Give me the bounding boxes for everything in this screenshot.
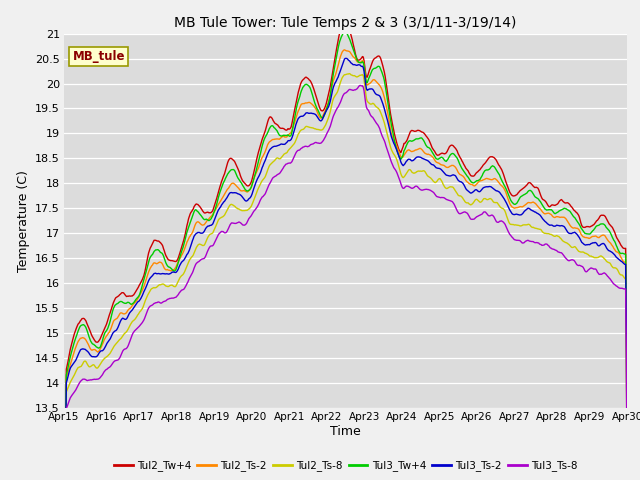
Line: Tul3_Ts-2: Tul3_Ts-2 <box>64 59 627 480</box>
Tul3_Tw+4 <box>340 29 348 35</box>
Tul2_Ts-8 <box>128 319 136 324</box>
Line: Tul3_Tw+4: Tul3_Tw+4 <box>64 32 627 480</box>
Tul3_Tw+4 <box>431 155 439 160</box>
Tul3_Ts-2 <box>415 154 422 160</box>
Tul3_Ts-8 <box>186 276 193 281</box>
Title: MB Tule Tower: Tule Temps 2 & 3 (3/1/11-3/19/14): MB Tule Tower: Tule Temps 2 & 3 (3/1/11-… <box>175 16 516 30</box>
Line: Tul3_Ts-8: Tul3_Ts-8 <box>64 85 627 480</box>
Tul2_Ts-2 <box>415 146 422 152</box>
Tul2_Ts-8 <box>215 216 223 222</box>
Tul2_Ts-2 <box>128 303 136 309</box>
Tul2_Tw+4 <box>128 293 136 299</box>
Tul3_Tw+4 <box>186 222 193 228</box>
Tul3_Ts-2 <box>70 360 78 366</box>
Line: Tul2_Ts-8: Tul2_Ts-8 <box>64 73 627 480</box>
Tul3_Ts-2 <box>186 247 193 253</box>
Tul2_Ts-2 <box>215 200 223 206</box>
Tul3_Ts-8 <box>128 332 136 338</box>
Tul2_Tw+4 <box>186 214 193 219</box>
Tul3_Ts-2 <box>342 56 350 61</box>
Tul2_Ts-2 <box>431 158 439 164</box>
Tul2_Ts-8 <box>186 258 193 264</box>
Text: MB_tule: MB_tule <box>72 50 125 63</box>
Tul3_Ts-2 <box>128 307 136 313</box>
Tul2_Ts-8 <box>431 180 439 185</box>
Tul3_Ts-2 <box>215 206 223 212</box>
X-axis label: Time: Time <box>330 425 361 438</box>
Tul2_Tw+4 <box>431 150 439 156</box>
Tul3_Tw+4 <box>215 192 223 198</box>
Tul3_Ts-8 <box>70 389 78 395</box>
Line: Tul2_Ts-2: Tul2_Ts-2 <box>64 50 627 480</box>
Tul2_Ts-8 <box>346 71 353 76</box>
Tul3_Ts-8 <box>215 231 223 237</box>
Tul3_Ts-8 <box>431 192 439 198</box>
Tul3_Ts-8 <box>415 185 422 191</box>
Tul2_Tw+4 <box>215 187 223 192</box>
Tul3_Tw+4 <box>415 136 422 142</box>
Tul2_Tw+4 <box>70 331 78 337</box>
Tul2_Ts-8 <box>415 168 422 174</box>
Tul3_Ts-2 <box>431 164 439 170</box>
Tul2_Ts-2 <box>70 348 78 354</box>
Tul3_Ts-8 <box>356 83 364 88</box>
Line: Tul2_Tw+4: Tul2_Tw+4 <box>64 22 627 480</box>
Tul2_Ts-2 <box>340 47 348 53</box>
Tul2_Tw+4 <box>415 128 422 133</box>
Tul3_Tw+4 <box>70 340 78 346</box>
Y-axis label: Temperature (C): Temperature (C) <box>17 170 29 272</box>
Tul2_Tw+4 <box>340 19 348 25</box>
Tul2_Ts-8 <box>70 372 78 378</box>
Tul2_Ts-2 <box>186 234 193 240</box>
Legend: Tul2_Tw+4, Tul2_Ts-2, Tul2_Ts-8, Tul3_Tw+4, Tul3_Ts-2, Tul3_Ts-8: Tul2_Tw+4, Tul2_Ts-2, Tul2_Ts-8, Tul3_Tw… <box>109 456 582 476</box>
Tul3_Tw+4 <box>128 301 136 307</box>
